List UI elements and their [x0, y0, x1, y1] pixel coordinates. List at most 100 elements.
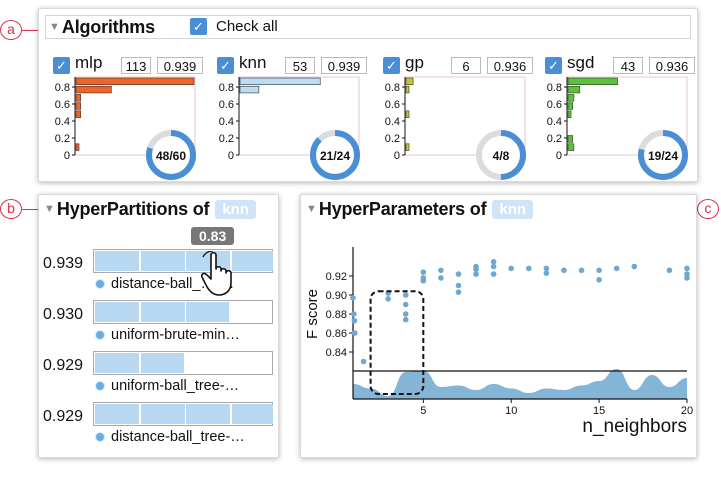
- histogram-tick-label: 0: [556, 150, 562, 162]
- y-tick-label: 0.84: [326, 347, 347, 359]
- hyperpartition-bar-segment: [140, 302, 185, 322]
- histogram-bar: [75, 143, 80, 151]
- scatter-point: [420, 277, 427, 284]
- scatter-point: [351, 317, 358, 324]
- progress-ring: [310, 130, 360, 180]
- algorithm-name: knn: [239, 53, 267, 72]
- algorithm-count: 6: [451, 57, 481, 74]
- histogram-tick-label: 0.4: [385, 116, 400, 128]
- hyperpartition-row[interactable]: 0.930 uniform-brute-min…: [39, 300, 309, 350]
- y-tick-label: 0.92: [326, 271, 347, 283]
- hyperpartition-label: uniform-brute-min…: [95, 327, 240, 343]
- hyperpartition-bar-segment: [95, 302, 139, 322]
- algorithms-title: Algorithms: [61, 16, 155, 37]
- hyperpartition-bar[interactable]: [93, 402, 273, 426]
- histogram-tick-label: 0.2: [547, 133, 562, 145]
- scatter-point: [543, 270, 550, 276]
- algorithm-card-header: ✓ mlp 113 0.939: [53, 53, 203, 75]
- algorithm-card[interactable]: ✓ knn 53 0.939 0.8 0.6 0.4 0.2 0 21/24: [217, 53, 367, 185]
- histogram-tick-label: 0.2: [55, 133, 70, 145]
- x-tick-label: 20: [681, 405, 693, 417]
- histogram-bar: [239, 85, 260, 94]
- algorithm-name: gp: [405, 53, 424, 72]
- hyperpartition-bar-segment: [140, 353, 184, 373]
- algorithm-best-score: 0.939: [157, 57, 203, 74]
- histogram-bar: [567, 143, 575, 151]
- hyperparameters-title: HyperParameters of: [318, 198, 487, 219]
- chevron-down-icon[interactable]: ▼: [44, 203, 55, 215]
- y-tick-label: 0.86: [326, 328, 347, 340]
- y-tick-label: 0.88: [326, 309, 347, 321]
- progress-ring-label: 48/60: [156, 149, 186, 163]
- histogram-bar: [75, 77, 195, 86]
- chevron-down-icon[interactable]: ▼: [306, 203, 317, 215]
- algorithm-card-header: ✓ gp 6 0.936: [383, 53, 533, 75]
- y-tick-label: 0.90: [326, 290, 347, 302]
- algorithm-checkbox[interactable]: ✓: [383, 57, 400, 74]
- algorithm-count: 43: [613, 57, 643, 74]
- hyperpartition-bar[interactable]: [93, 300, 273, 324]
- hyperpartition-bar[interactable]: [93, 351, 273, 375]
- histogram-bar: [75, 110, 82, 118]
- hyperpartition-row[interactable]: 0.929 distance-ball_tree-…: [39, 402, 309, 452]
- progress-ring: [476, 130, 526, 180]
- hyperpartitions-panel: ▼ HyperPartitions of knn 0.83 0.939 dist…: [38, 194, 279, 458]
- scatter-point: [578, 267, 585, 274]
- algorithm-best-score: 0.936: [487, 57, 533, 74]
- density-area: [353, 369, 687, 399]
- histogram-tick-label: 0.6: [547, 99, 562, 111]
- hyperpartition-label-text: distance-ball_tree-…: [111, 429, 245, 445]
- hyperparameters-panel: ▼ HyperParameters of knn 0.84 0.86 0.88 0.9…: [300, 194, 697, 458]
- chevron-down-icon[interactable]: ▼: [49, 21, 60, 33]
- algorithm-card[interactable]: ✓ gp 6 0.936 0.8 0.6 0.4 0.2 0 4/8: [383, 53, 533, 185]
- algorithm-card[interactable]: ✓ sgd 43 0.936 0.8 0.6 0.4 0.2 0 19/24: [545, 53, 695, 185]
- algorithm-card-header: ✓ sgd 43 0.936: [545, 53, 695, 75]
- progress-ring-label: 21/24: [320, 149, 350, 163]
- check-all-checkbox[interactable]: ✓: [190, 18, 207, 35]
- hyperpartition-row[interactable]: 0.939 distance-ball_…-…: [39, 249, 309, 299]
- scatter-point: [438, 275, 444, 281]
- histogram-tick-label: 0: [64, 150, 70, 162]
- hyperpartition-bar-segment: [95, 404, 139, 424]
- algorithm-name: mlp: [75, 53, 103, 72]
- hyperpartition-bar[interactable]: [93, 249, 273, 273]
- algorithm-best-score: 0.936: [649, 57, 695, 74]
- scatter-point: [490, 258, 497, 265]
- progress-ring-label: 4/8: [493, 149, 510, 163]
- algorithm-checkbox[interactable]: ✓: [545, 57, 562, 74]
- algorithm-checkbox[interactable]: ✓: [53, 57, 70, 74]
- hyperpartition-score: 0.930: [43, 306, 84, 323]
- histogram-bar: [567, 94, 575, 102]
- histogram-tick-label: 0.2: [385, 133, 400, 145]
- scatter-point: [360, 358, 367, 365]
- algorithm-card[interactable]: ✓ mlp 113 0.939 0.8 0.6 0.4 0.2 0 48/60: [53, 53, 203, 185]
- scatter-point: [385, 296, 391, 302]
- callout-b-line: [22, 209, 38, 210]
- algorithm-checkbox[interactable]: ✓: [217, 57, 234, 74]
- scatter-point: [438, 267, 444, 274]
- scatter-point: [684, 265, 690, 272]
- scatter-point: [490, 271, 497, 277]
- x-tick-label: 5: [420, 405, 426, 417]
- histogram-tick-label: 0.4: [219, 116, 234, 128]
- histogram-bar: [567, 102, 574, 110]
- algorithm-count: 113: [121, 57, 151, 74]
- histogram-tick-label: 0: [228, 150, 234, 162]
- histogram-tick-label: 0.8: [219, 82, 234, 94]
- scatter-point: [596, 277, 602, 283]
- scatter-point: [455, 271, 462, 277]
- scatter-point: [525, 265, 532, 272]
- check-all-control[interactable]: ✓ Check all: [190, 18, 278, 35]
- scatter-point: [351, 330, 358, 336]
- scatter-point: [455, 282, 462, 289]
- hyperpartition-label: distance-ball_tree-…: [95, 429, 245, 445]
- algorithm-count: 53: [285, 57, 315, 74]
- hyperpartition-row[interactable]: 0.929 uniform-ball_tree-…: [39, 351, 309, 401]
- histogram-bar: [567, 110, 572, 118]
- scatter-point: [631, 263, 638, 270]
- hyperpartition-bar-segment: [186, 302, 229, 322]
- hyperparameter-scatter-chart: 0.84 0.86 0.88 0.90 0.92 5 10 15 20n_neighbors F …: [304, 247, 693, 437]
- hyperpartition-bar-segment: [140, 251, 185, 271]
- algorithms-header: ▼ Algorithms ✓ Check all: [45, 15, 691, 39]
- callout-a: a: [0, 20, 22, 40]
